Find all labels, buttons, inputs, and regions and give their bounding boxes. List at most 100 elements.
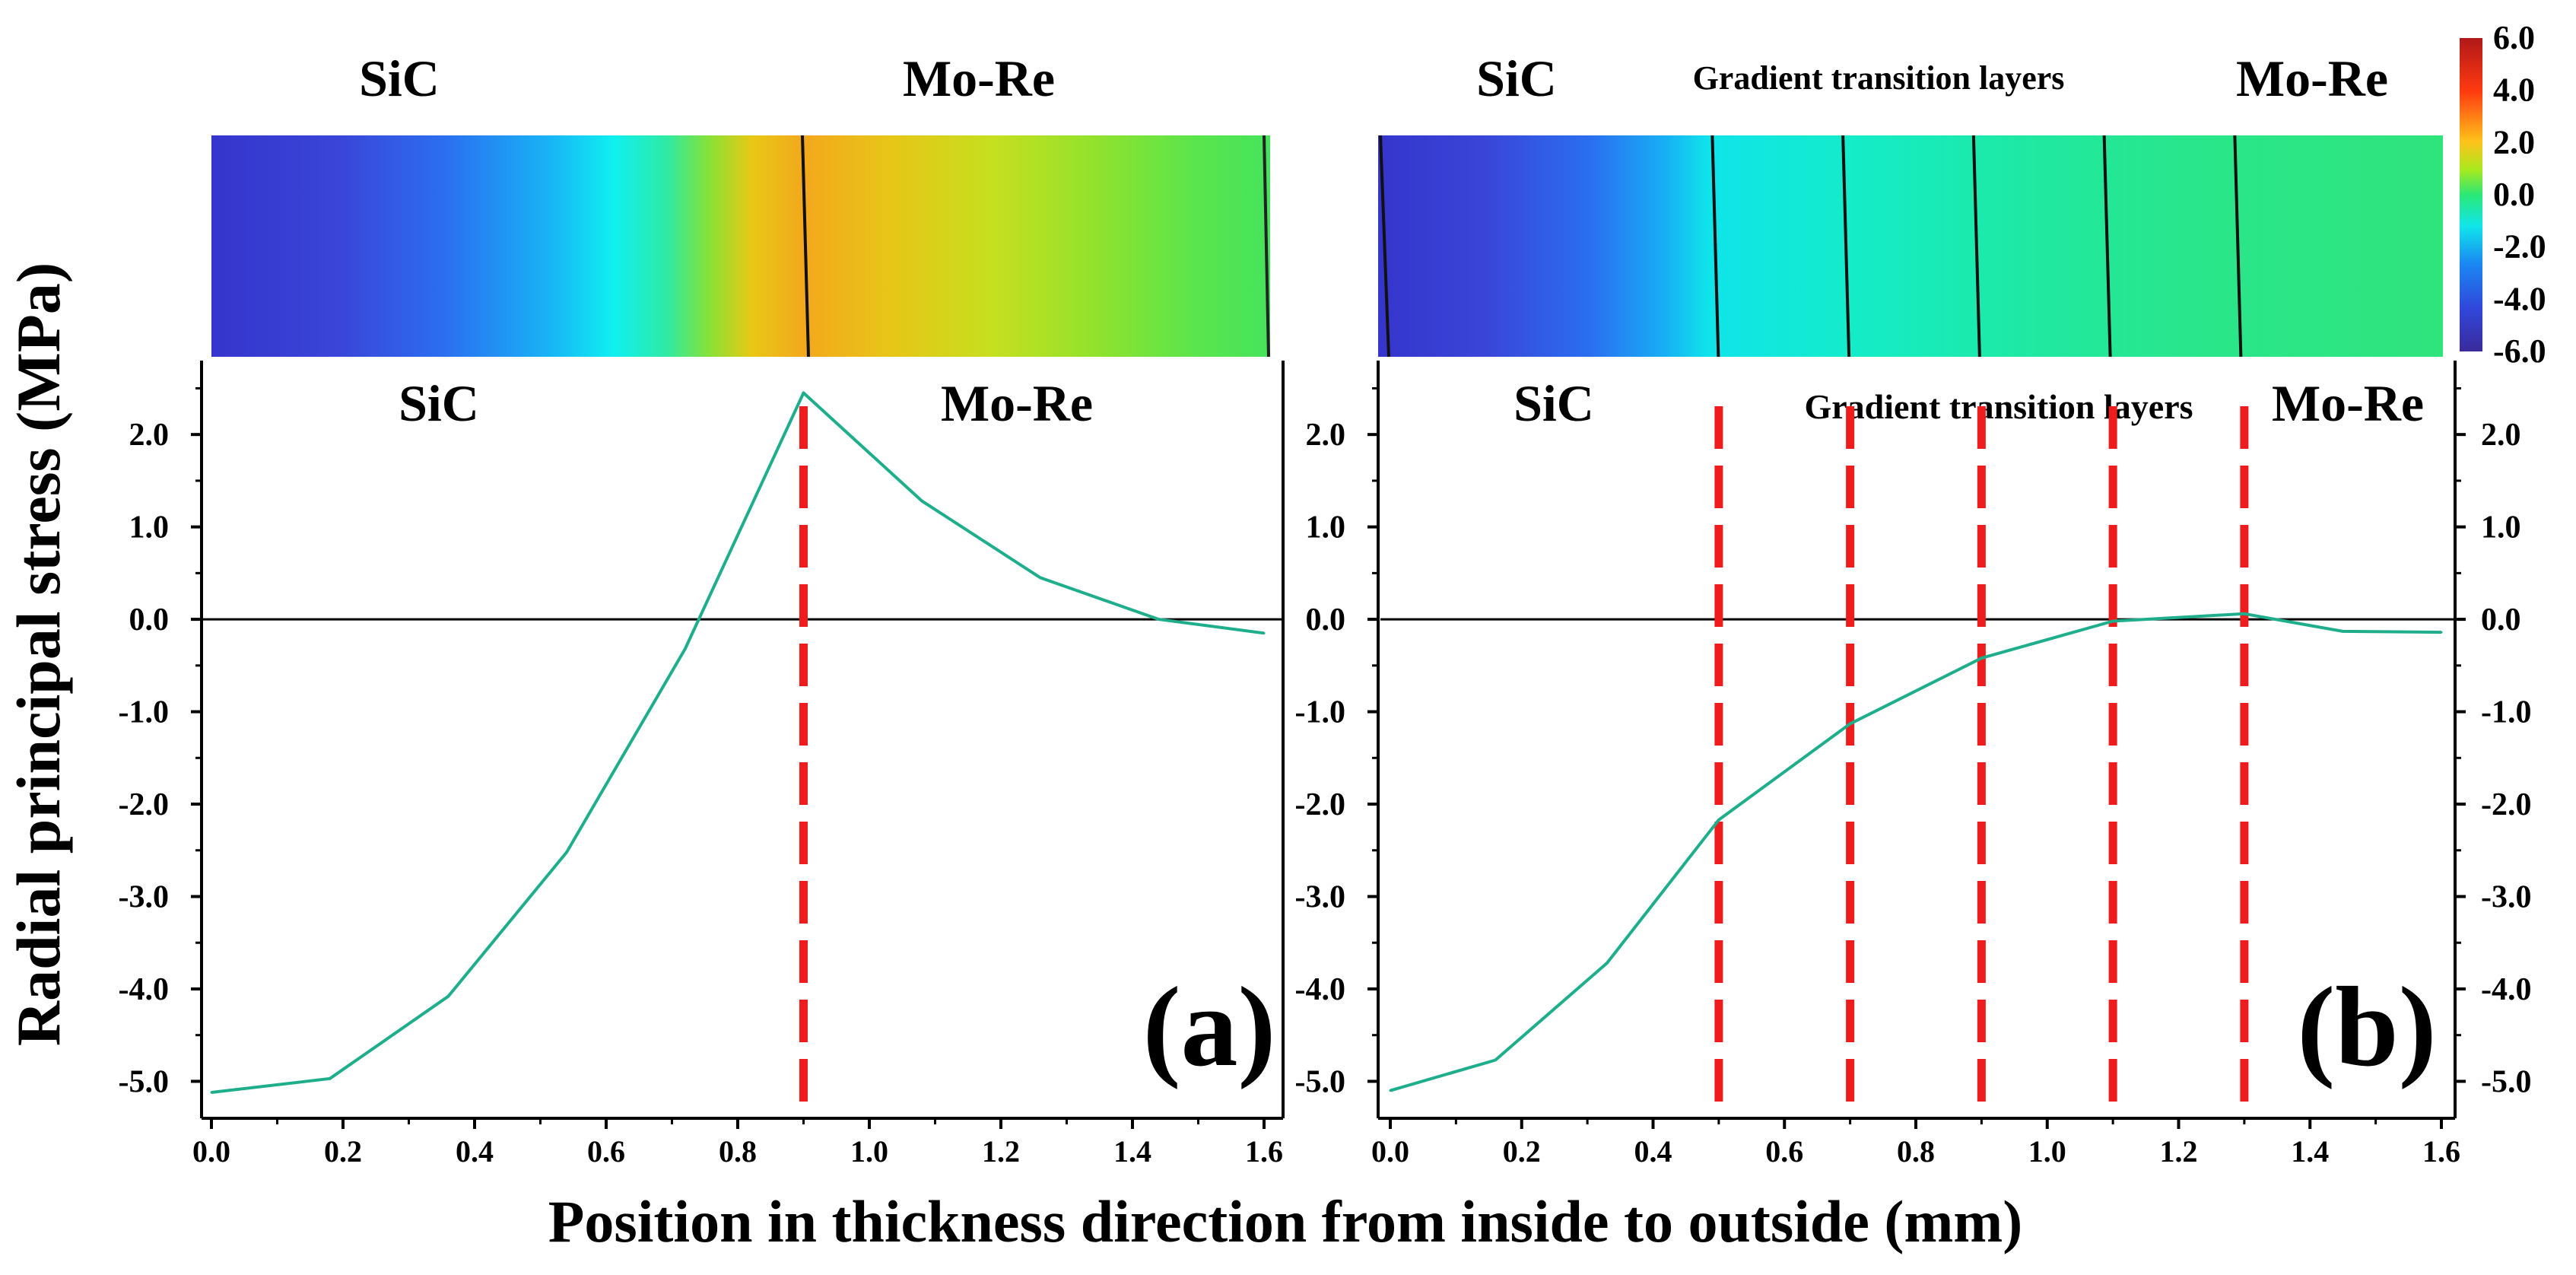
data-point <box>2111 620 2114 623</box>
panel-b: SiC Gradient transition layers Mo-Re SiC… <box>1295 49 2532 1168</box>
y-tick-label: -5.0 <box>2481 1064 2532 1099</box>
x-tick-label: 0.8 <box>1897 1134 1935 1168</box>
contour-label-mo-re: Mo-Re <box>2236 49 2388 107</box>
y-tick-label: -3.0 <box>119 879 170 914</box>
y-tick-label: -3.0 <box>1295 879 1346 914</box>
y-tick-label: 0.0 <box>1306 603 1346 638</box>
contour-strip-a-boundary <box>801 135 810 358</box>
series-b <box>1380 406 2455 1118</box>
y-tick-label: -1.0 <box>1295 695 1346 730</box>
data-point <box>920 500 923 503</box>
y-tick-labels-b-right: 2.0 1.0 0.0 -1.0 -2.0 -3.0 -4.0 -5.0 <box>2481 418 2532 1099</box>
ticks-a <box>191 386 1266 1129</box>
y-tick-label: -1.0 <box>119 695 170 730</box>
x-tick-label: 1.0 <box>850 1134 888 1168</box>
x-tick-label: 1.6 <box>2422 1134 2460 1168</box>
x-tick-label: 0.8 <box>719 1134 757 1168</box>
colorbar-tick-label: 0.0 <box>2493 176 2535 213</box>
x-tick-label: 0.6 <box>587 1134 625 1168</box>
data-point <box>2440 631 2443 634</box>
panel-label-b: (b) <box>2297 964 2436 1090</box>
colorbar-tick-label: -4.0 <box>2493 280 2546 317</box>
x-tick-label: 0.0 <box>1371 1134 1409 1168</box>
x-tick-labels-b: 0.0 0.2 0.4 0.6 0.8 1.0 1.2 1.4 1.6 <box>1371 1134 2460 1168</box>
contour-strip-b <box>1378 135 2443 357</box>
layer-boundary <box>1841 135 1851 358</box>
data-point <box>1263 631 1266 634</box>
x-tick-labels-a: 0.0 0.2 0.4 0.6 0.8 1.0 1.2 1.4 1.6 <box>192 1134 1283 1168</box>
colorbar: 6.0 4.0 2.0 0.0 -2.0 -4.0 -6.0 <box>2460 19 2546 370</box>
plot-label-sic: SiC <box>399 374 479 432</box>
x-tick-label: 0.4 <box>1634 1134 1672 1168</box>
contour-label-sic: SiC <box>359 49 440 107</box>
data-point <box>2243 612 2246 615</box>
layer-boundary <box>1710 135 1720 358</box>
contour-strip-b-left-edge <box>1379 135 1390 358</box>
x-tick-label: 1.4 <box>2291 1134 2329 1168</box>
data-point <box>1389 1089 1392 1092</box>
series-line <box>1390 612 2442 1092</box>
x-tick-label: 1.4 <box>1113 1134 1151 1168</box>
data-point <box>1849 722 1852 725</box>
y-axis-label: Radial principal stress (MPa) <box>4 262 73 1046</box>
panel-label-a: (a) <box>1143 964 1276 1090</box>
x-tick-label: 1.2 <box>2160 1134 2198 1168</box>
colorbar-gradient <box>2460 38 2482 351</box>
x-tick-label: 0.6 <box>1765 1134 1803 1168</box>
y-tick-label: 0.0 <box>129 603 170 638</box>
x-tick-label: 0.4 <box>456 1134 494 1168</box>
y-tick-label: -2.0 <box>119 787 170 822</box>
y-tick-label: -4.0 <box>119 972 170 1007</box>
data-point <box>1494 1058 1497 1061</box>
colorbar-tick-label: -2.0 <box>2493 228 2546 265</box>
y-tick-label: 1.0 <box>2481 510 2521 545</box>
data-point <box>1980 657 1983 660</box>
data-point <box>2341 630 2344 633</box>
panel-a: SiC Mo-Re SiC Mo-Re 0.0 0.2 0.4 0.6 0.8 … <box>119 49 1285 1168</box>
colorbar-tick-label: 2.0 <box>2493 123 2535 161</box>
y-tick-label: -1.0 <box>2481 695 2532 730</box>
ticks-b <box>1367 386 2466 1129</box>
data-point <box>446 995 449 998</box>
contour-strip-a-edge <box>1263 135 1270 358</box>
data-point <box>1039 576 1042 579</box>
y-tick-label: -4.0 <box>2481 972 2532 1007</box>
y-tick-label: -2.0 <box>2481 787 2532 822</box>
data-point <box>1606 962 1609 965</box>
y-tick-label: 1.0 <box>1306 510 1346 545</box>
y-tick-label: 2.0 <box>2481 418 2521 453</box>
y-tick-label: -4.0 <box>1295 972 1346 1007</box>
x-tick-label: 1.2 <box>982 1134 1020 1168</box>
plot-label-mo-re: Mo-Re <box>2272 374 2424 432</box>
y-tick-label: -5.0 <box>119 1064 170 1099</box>
plot-label-sic: SiC <box>1514 374 1594 432</box>
data-point <box>802 392 805 395</box>
colorbar-tick-label: -6.0 <box>2493 332 2546 370</box>
y-tick-label: 2.0 <box>129 418 170 453</box>
contour-label-gradient: Gradient transition layers <box>1693 59 2065 97</box>
x-tick-label: 0.2 <box>1503 1134 1541 1168</box>
plot-label-gradient: Gradient transition layers <box>1804 387 2193 426</box>
series-line <box>211 391 1265 1094</box>
y-tick-label: 0.0 <box>2481 603 2521 638</box>
colorbar-tick-label: 6.0 <box>2493 19 2535 56</box>
data-point <box>684 647 687 650</box>
x-tick-label: 0.2 <box>324 1134 362 1168</box>
contour-strip-b-boundaries <box>1710 135 2243 358</box>
y-tick-label: -5.0 <box>1295 1064 1346 1099</box>
contour-label-sic: SiC <box>1476 49 1557 107</box>
x-tick-label: 0.0 <box>192 1134 230 1168</box>
y-tick-label: -2.0 <box>1295 787 1346 822</box>
plot-label-mo-re: Mo-Re <box>941 374 1093 432</box>
data-point <box>210 1091 213 1094</box>
x-tick-label: 1.6 <box>1245 1134 1283 1168</box>
series-a <box>202 391 1283 1118</box>
y-tick-label: 1.0 <box>129 510 170 545</box>
contour-label-mo-re: Mo-Re <box>903 49 1055 107</box>
data-point <box>1158 618 1161 621</box>
contour-strip-a <box>211 135 1270 357</box>
x-tick-label: 1.0 <box>2028 1134 2066 1168</box>
layer-boundary <box>2102 135 2112 358</box>
colorbar-tick-label: 4.0 <box>2493 72 2535 109</box>
